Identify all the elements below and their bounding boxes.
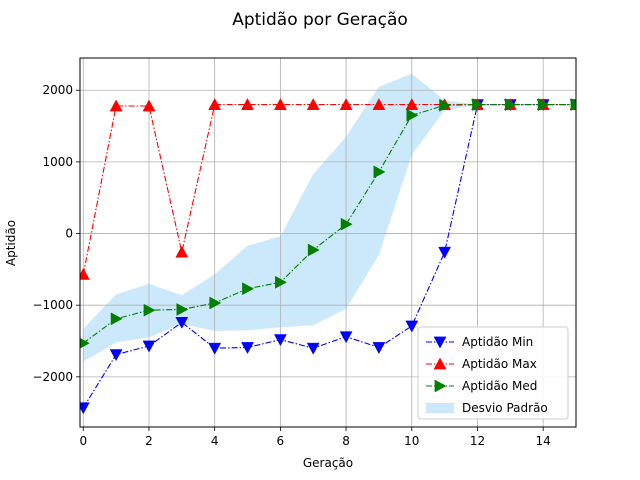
data-point: [504, 98, 517, 112]
data-point: [209, 296, 222, 310]
legend-label: Desvio Padrão: [462, 401, 548, 415]
data-point: [406, 108, 419, 122]
data-point: [537, 98, 550, 112]
data-point: [242, 282, 255, 296]
legend-marker: [433, 336, 447, 349]
series-3: [80, 98, 576, 349]
data-point: [208, 98, 222, 110]
data-point: [80, 267, 90, 280]
data-point: [110, 312, 123, 326]
data-point: [273, 98, 287, 110]
x-tick-label: 4: [211, 434, 219, 448]
data-point: [306, 98, 320, 110]
legend-marker: [433, 357, 447, 370]
data-point: [339, 331, 353, 344]
data-point: [405, 320, 419, 333]
data-point: [176, 303, 189, 316]
legend: Aptidão Min Aptidão Max Aptidão Med Desvio …: [417, 326, 569, 420]
y-axis-label: Aptidão: [4, 220, 18, 266]
data-point: [175, 317, 189, 329]
series-line: [82, 104, 576, 344]
y-tick-label: 2000: [42, 83, 73, 97]
std-band-area: [83, 73, 576, 362]
x-tick-label: 0: [79, 434, 87, 448]
legend-box: [417, 326, 569, 420]
data-point: [372, 98, 386, 110]
legend-marker: [434, 379, 447, 393]
data-point: [80, 337, 90, 349]
data-point: [275, 275, 287, 289]
x-tick-label: 8: [342, 434, 350, 448]
data-point: [109, 99, 123, 112]
plot-frame: [79, 57, 577, 428]
data-point: [273, 334, 287, 347]
x-tick-label: 10: [404, 434, 419, 448]
y-tick-label: 0: [65, 227, 73, 241]
data-point: [307, 243, 320, 257]
data-point: [306, 342, 320, 355]
data-point: [472, 98, 485, 112]
data-point: [439, 98, 452, 112]
data-point: [405, 98, 419, 110]
legend-patch: [426, 403, 454, 413]
data-point: [241, 98, 254, 110]
y-tick-label: −2000: [32, 370, 73, 384]
legend-item: Aptidão Med: [426, 379, 537, 393]
legend-label: Aptidão Max: [462, 357, 537, 371]
legend-item: Desvio Padrão: [426, 401, 548, 415]
data-point: [340, 217, 353, 231]
data-point: [80, 402, 90, 415]
y-tick-label: 1000: [42, 155, 73, 169]
legend-label: Aptidão Med: [462, 379, 537, 393]
x-tick-label: 14: [536, 434, 551, 448]
data-point: [438, 246, 452, 259]
data-point: [339, 98, 353, 110]
data-point: [175, 245, 189, 258]
legend-item: Aptidão Min: [426, 335, 533, 349]
x-tick-label: 2: [145, 434, 153, 448]
data-point: [142, 340, 156, 353]
legend-item: Aptidão Max: [426, 357, 537, 371]
x-tick-label: 6: [277, 434, 285, 448]
data-point: [142, 99, 156, 112]
x-axis-label: Geração: [303, 456, 353, 470]
legend-label: Aptidão Min: [462, 335, 533, 349]
data-point: [109, 349, 123, 362]
y-tick-label: −1000: [32, 298, 73, 312]
data-point: [570, 98, 576, 112]
data-point: [373, 165, 386, 179]
data-point: [241, 342, 254, 355]
data-point: [372, 342, 386, 355]
x-tick-label: 12: [470, 434, 485, 448]
data-point: [208, 342, 222, 355]
chart-title: Aptidão por Geração: [232, 10, 408, 30]
data-point: [143, 303, 156, 317]
